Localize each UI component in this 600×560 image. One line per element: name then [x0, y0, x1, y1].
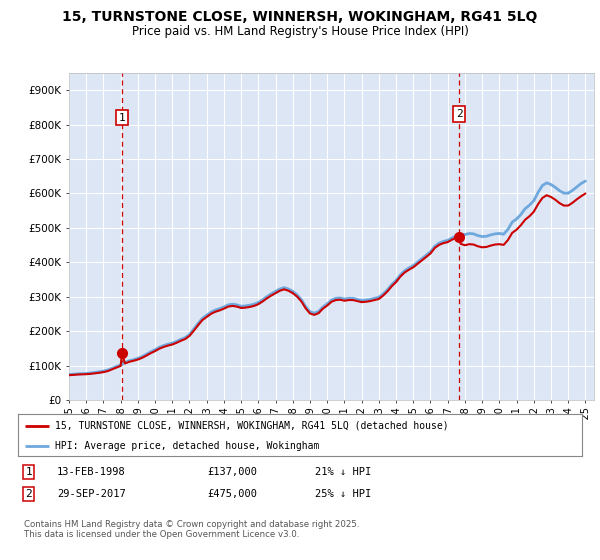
Text: 2: 2 [25, 489, 32, 499]
Text: 13-FEB-1998: 13-FEB-1998 [57, 466, 126, 477]
Text: 2: 2 [456, 109, 463, 119]
Text: Contains HM Land Registry data © Crown copyright and database right 2025.
This d: Contains HM Land Registry data © Crown c… [24, 520, 359, 539]
Text: 1: 1 [119, 113, 125, 123]
Text: HPI: Average price, detached house, Wokingham: HPI: Average price, detached house, Woki… [55, 441, 319, 451]
Text: 25% ↓ HPI: 25% ↓ HPI [315, 489, 371, 499]
Text: Price paid vs. HM Land Registry's House Price Index (HPI): Price paid vs. HM Land Registry's House … [131, 25, 469, 38]
Text: £137,000: £137,000 [207, 466, 257, 477]
Text: 21% ↓ HPI: 21% ↓ HPI [315, 466, 371, 477]
Text: 29-SEP-2017: 29-SEP-2017 [57, 489, 126, 499]
Text: 1: 1 [25, 466, 32, 477]
Text: 15, TURNSTONE CLOSE, WINNERSH, WOKINGHAM, RG41 5LQ: 15, TURNSTONE CLOSE, WINNERSH, WOKINGHAM… [62, 10, 538, 24]
Text: 15, TURNSTONE CLOSE, WINNERSH, WOKINGHAM, RG41 5LQ (detached house): 15, TURNSTONE CLOSE, WINNERSH, WOKINGHAM… [55, 421, 448, 431]
Text: £475,000: £475,000 [207, 489, 257, 499]
